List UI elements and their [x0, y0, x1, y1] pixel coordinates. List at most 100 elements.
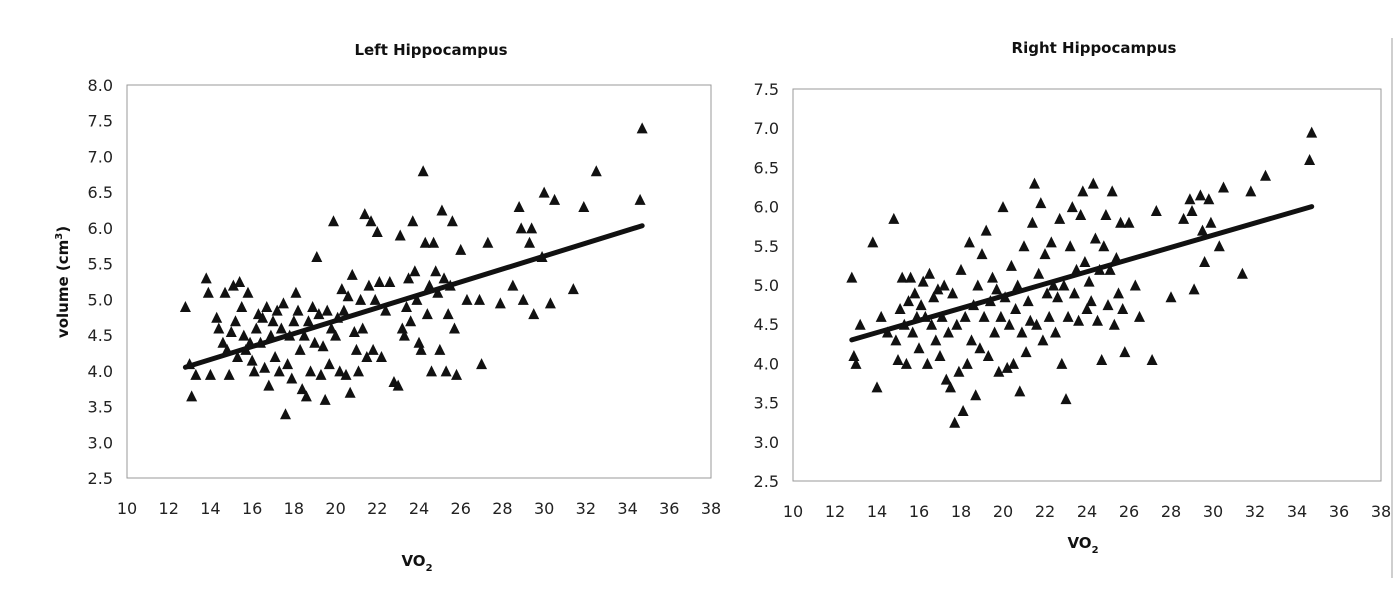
right-x-axis-label: VO2: [1067, 534, 1098, 556]
right-y-tick-label: 4.5: [754, 315, 779, 334]
left-data-point: [200, 272, 212, 284]
left-data-point: [317, 340, 329, 352]
left-data-point: [250, 322, 262, 334]
left-data-point: [428, 236, 440, 248]
left-data-point: [236, 301, 248, 313]
right-data-point: [1213, 240, 1225, 252]
right-data-point: [989, 326, 1001, 338]
right-data-point: [932, 283, 944, 295]
left-data-point: [323, 358, 335, 370]
right-data-point: [1089, 232, 1101, 244]
right-data-point: [982, 350, 994, 362]
right-data-point: [913, 342, 925, 354]
left-data-point: [334, 365, 346, 377]
right-data-point: [974, 342, 986, 354]
right-data-point: [1026, 216, 1038, 228]
right-points: [846, 126, 1318, 428]
left-data-point: [528, 308, 540, 320]
right-data-point: [1077, 185, 1089, 197]
right-data-point: [890, 334, 902, 346]
right-x-tick-label: 34: [1287, 502, 1307, 521]
right-data-point: [903, 295, 914, 307]
right-data-point: [1115, 216, 1127, 228]
right-data-point: [924, 267, 935, 279]
right-data-point: [930, 334, 942, 346]
left-data-point: [219, 286, 231, 298]
right-data-point: [1106, 185, 1118, 197]
left-data-point: [311, 250, 323, 262]
left-data-point: [578, 200, 590, 212]
left-data-point: [398, 329, 410, 341]
left-data-point: [344, 386, 356, 398]
left-data-point: [286, 372, 298, 384]
right-data-point: [1102, 299, 1114, 311]
right-data-point: [909, 287, 921, 299]
right-data-point: [888, 212, 900, 224]
right-data-point: [1016, 326, 1028, 338]
left-x-tick-label: 10: [117, 499, 137, 518]
left-data-point: [309, 336, 321, 348]
right-data-point: [949, 416, 961, 428]
right-y-tick-label: 5.0: [754, 276, 779, 295]
right-y-tick-label: 3.0: [754, 433, 779, 452]
right-data-point: [1008, 357, 1019, 369]
right-data-point: [1052, 291, 1064, 303]
left-data-point: [524, 236, 536, 248]
right-data-point: [1073, 314, 1085, 326]
right-data-point: [957, 404, 969, 416]
right-data-point: [1022, 295, 1034, 307]
right-data-point: [987, 271, 998, 283]
left-data-point: [348, 326, 360, 338]
right-data-point: [1064, 240, 1076, 252]
left-data-point: [296, 383, 308, 395]
left-data-point: [273, 365, 285, 377]
right-data-point: [978, 310, 990, 322]
right-data-point: [1050, 326, 1061, 338]
left-data-point: [336, 283, 348, 295]
left-data-point: [544, 297, 556, 309]
right-x-tick-label: 20: [993, 502, 1013, 521]
right-data-point: [945, 381, 956, 393]
left-data-point: [446, 215, 458, 227]
right-data-point: [1108, 318, 1120, 330]
left-data-point: [442, 308, 454, 320]
right-x-tick-label: 30: [1203, 502, 1223, 521]
right-data-point: [947, 287, 959, 299]
left-data-point: [400, 301, 412, 313]
right-data-point: [1033, 267, 1045, 279]
right-data-point: [848, 350, 860, 362]
left-data-point: [186, 390, 198, 402]
right-data-point: [1041, 287, 1053, 299]
right-data-point: [940, 373, 952, 385]
left-data-point: [330, 329, 342, 341]
left-data-point: [513, 200, 525, 212]
left-data-point: [636, 122, 648, 134]
right-data-point: [1037, 334, 1049, 346]
left-data-point: [325, 322, 337, 334]
left-data-point: [361, 351, 373, 363]
right-data-point: [972, 279, 984, 291]
right-data-point: [980, 224, 992, 236]
left-data-point: [384, 276, 396, 287]
left-data-point: [473, 293, 485, 305]
left-data-point: [526, 222, 538, 234]
left-data-point: [396, 322, 408, 334]
right-y-ticks: 2.5 3.0 3.5 4.0 4.5 5.0 5.5 6.0 6.5 7.0 7.5: [754, 80, 779, 491]
left-data-point: [257, 311, 269, 323]
right-data-point: [871, 381, 883, 393]
right-data-point: [1031, 318, 1043, 330]
left-data-point: [232, 351, 244, 363]
left-data-point: [415, 343, 427, 355]
left-plot-area: [126, 84, 712, 479]
right-data-point: [966, 334, 977, 346]
right-data-point: [1178, 212, 1190, 224]
left-data-point: [298, 329, 310, 341]
left-data-point: [267, 315, 279, 327]
left-data-point: [434, 343, 446, 355]
right-data-point: [942, 326, 954, 338]
left-y-tick-label: 6.0: [88, 219, 113, 238]
right-x-tick-label: 18: [951, 502, 971, 521]
right-y-tick-label: 5.5: [754, 237, 779, 256]
right-data-point: [894, 303, 906, 315]
right-data-point: [1188, 283, 1200, 295]
